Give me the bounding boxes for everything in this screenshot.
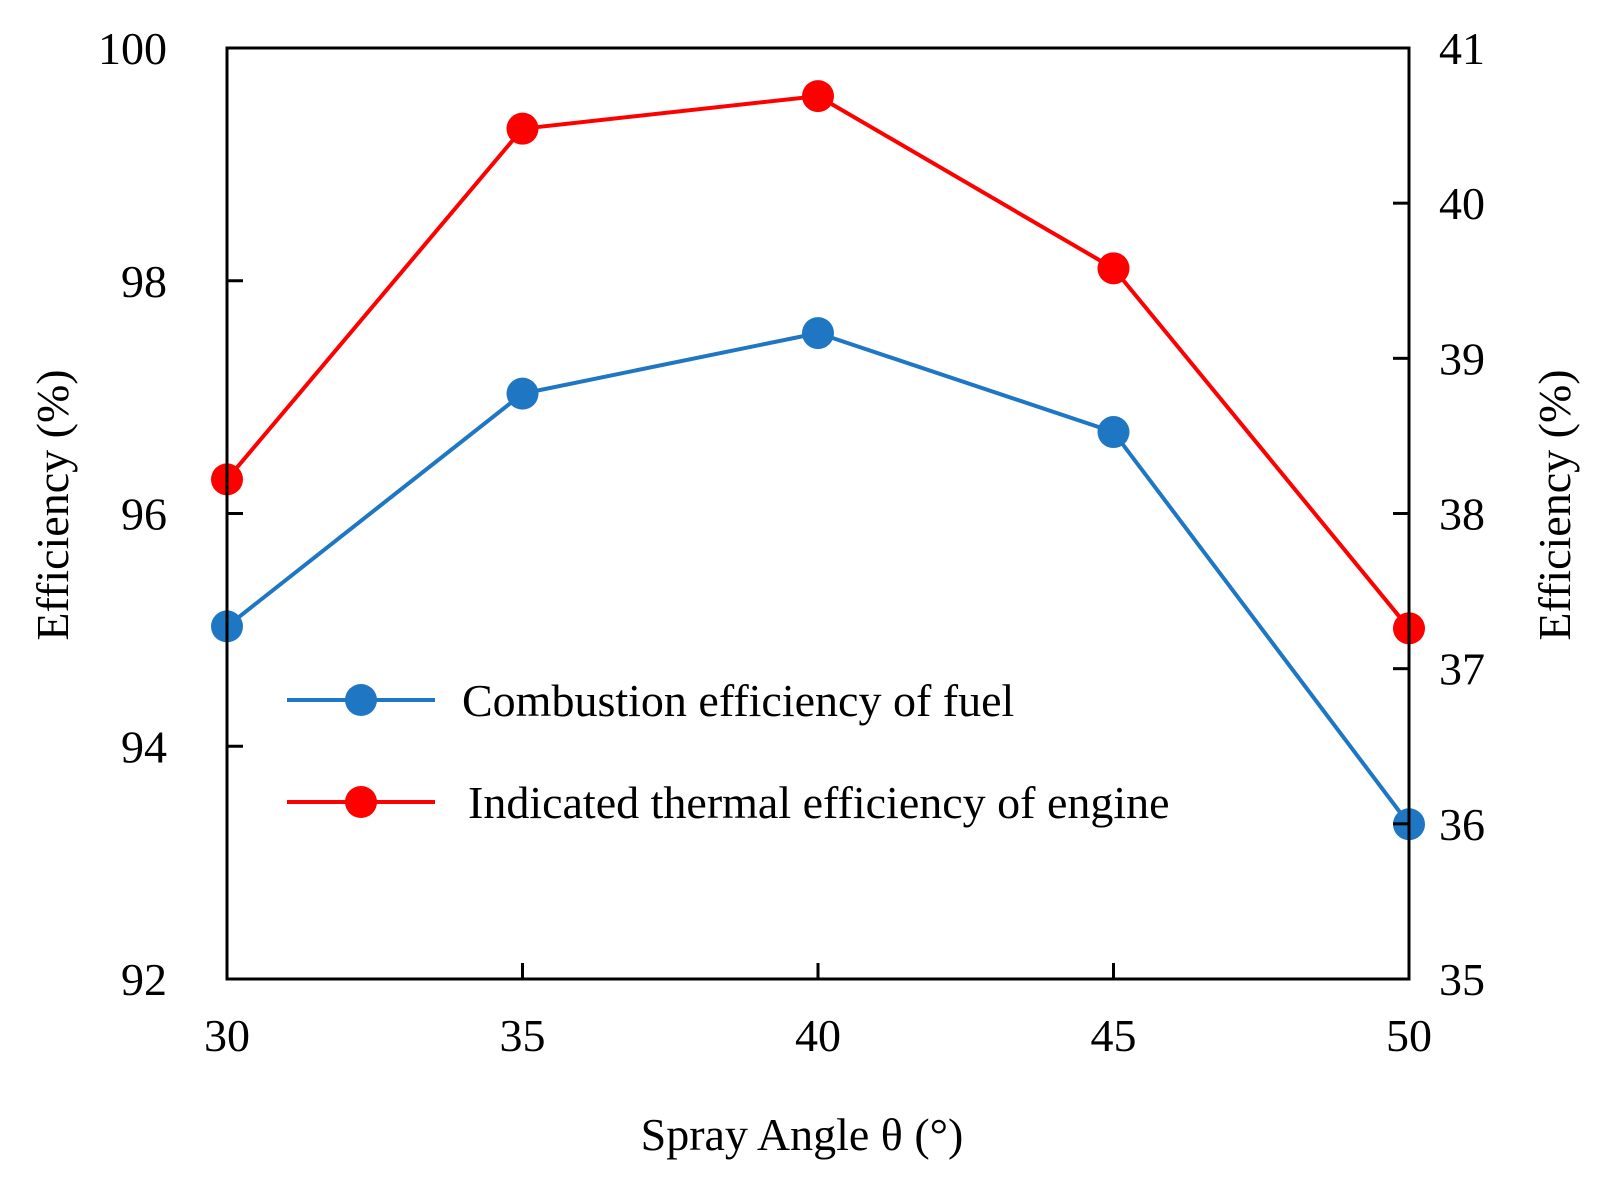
plot-frame	[225, 46, 1411, 981]
data-point-series-0	[802, 317, 834, 350]
legend-swatch-marker-combustion	[345, 684, 377, 716]
legend-label-combustion: Combustion efficiency of fuel	[462, 675, 1014, 726]
y-right-tick-label: 35	[1439, 954, 1485, 1005]
legend: Combustion efficiency of fuel Indicated …	[287, 675, 1170, 828]
data-point-series-1	[506, 112, 539, 145]
y-left-tick-label: 92	[121, 954, 167, 1005]
data-point-series-0	[506, 377, 539, 410]
legend-entry-thermal: Indicated thermal efficiency of engine	[287, 777, 1170, 828]
series-line-0	[225, 331, 1411, 826]
y-axis-left-title: Efficiency (%)	[27, 369, 78, 640]
y-axis-right-title: Efficiency (%)	[1529, 369, 1580, 640]
y-left-tick-label: 100	[98, 23, 167, 74]
y-right-tick-label: 40	[1439, 178, 1485, 229]
data-point-series-1	[1097, 252, 1130, 285]
legend-label-thermal: Indicated thermal efficiency of engine	[468, 777, 1170, 828]
x-tick-label: 40	[795, 1010, 841, 1061]
y-left-tick-label: 96	[121, 489, 167, 540]
x-tick-label: 50	[1386, 1010, 1432, 1061]
y-right-tick-label: 39	[1439, 333, 1485, 384]
legend-entry-combustion: Combustion efficiency of fuel	[287, 675, 1014, 726]
x-axis-title: Spray Angle θ (°)	[641, 1109, 964, 1160]
y-left-tick-label: 98	[121, 256, 167, 307]
y-right-tick-label: 36	[1439, 799, 1485, 850]
data-point-series-1	[802, 80, 834, 113]
y-right-tick-label: 37	[1439, 644, 1485, 695]
x-tick-label: 35	[500, 1010, 546, 1061]
y-right-tick-label: 41	[1439, 23, 1485, 74]
legend-swatch-marker-thermal	[345, 786, 377, 818]
x-tick-label: 30	[204, 1010, 250, 1061]
y-left-tick-label: 94	[121, 721, 167, 772]
data-point-series-0	[1097, 416, 1130, 449]
y-right-tick-label: 38	[1439, 489, 1485, 540]
x-tick-label: 45	[1091, 1010, 1137, 1061]
series-line-1	[225, 94, 1411, 630]
